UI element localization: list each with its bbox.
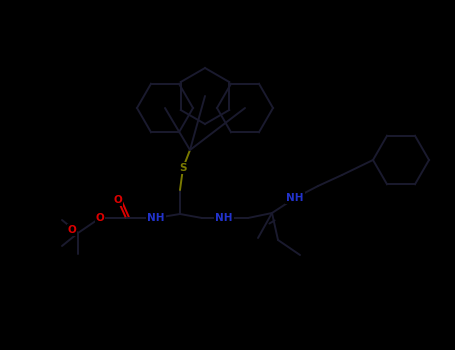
Text: S: S <box>179 163 187 173</box>
Text: NH: NH <box>215 213 233 223</box>
Text: NH: NH <box>286 193 304 203</box>
Text: NH: NH <box>147 213 165 223</box>
Text: O: O <box>68 225 76 235</box>
Text: O: O <box>114 195 122 205</box>
Text: O: O <box>96 213 104 223</box>
